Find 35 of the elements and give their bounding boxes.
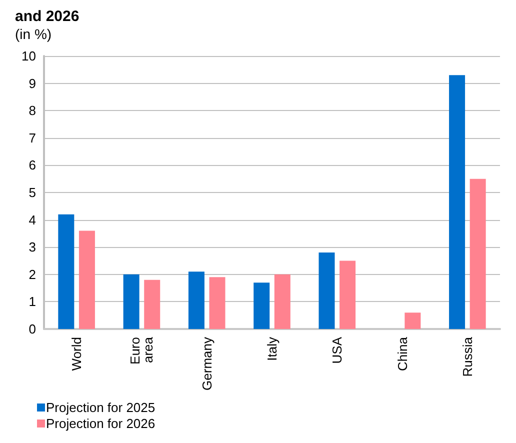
x-tick-label: China [394,336,410,371]
bar [340,260,356,329]
bar [123,274,140,329]
y-tick-label: 7 [28,130,36,146]
bar [318,252,335,329]
bar [449,75,466,329]
bar [470,178,486,329]
x-tick-label: Euro area [128,336,156,364]
y-tick-label: 10 [22,48,36,64]
bar [404,312,421,329]
y-tick-label: 1 [28,294,36,310]
y-tick-label: 4 [28,212,36,228]
x-tick-label: Italy [264,336,280,361]
y-tick-label: 5 [28,185,36,200]
bar [254,282,270,329]
bar [274,274,290,329]
y-tick-label: 2 [28,266,36,282]
legend-label: Projection for 2026 [46,416,156,431]
y-tick-label: 9 [28,76,36,91]
bar [58,214,74,329]
x-tick-label: USA [330,336,345,364]
x-tick-label: World [69,337,84,371]
y-tick-label: 6 [28,158,36,173]
y-tick-label: 0 [28,322,36,336]
bar [188,272,204,329]
bar [78,230,95,329]
chart-subtitle: (in %) [15,26,52,42]
y-tick-label: 3 [28,240,36,255]
bar [144,280,160,329]
x-tick-label: Germany [199,336,214,390]
x-tick-label: Russia [460,336,475,377]
legend-label: Projection for 2025 [46,400,156,415]
bar [209,277,226,329]
y-tick-label: 8 [28,103,36,118]
chart-title: and 2026 [15,8,80,25]
